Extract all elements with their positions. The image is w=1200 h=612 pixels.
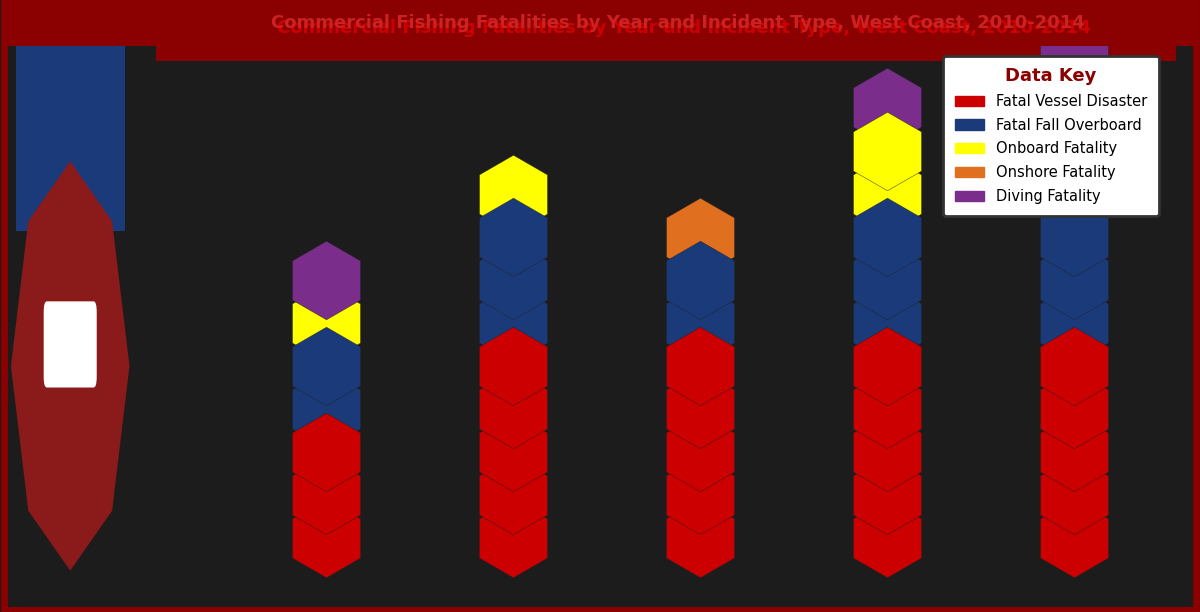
Point — [690, 275, 709, 285]
Point — [504, 404, 523, 414]
FancyBboxPatch shape — [16, 43, 125, 231]
Point — [690, 361, 709, 371]
Point — [1064, 275, 1084, 285]
Point — [317, 318, 336, 328]
Point — [690, 232, 709, 242]
Point — [877, 404, 896, 414]
Point — [1064, 490, 1084, 500]
Point — [1064, 103, 1084, 113]
Point — [877, 318, 896, 328]
Point — [877, 188, 896, 198]
Text: Commercial Fishing Fatalities by Year and Incident Type, West Coast, 2010-2014: Commercial Fishing Fatalities by Year an… — [277, 18, 1091, 37]
Point — [877, 490, 896, 500]
Point — [1064, 447, 1084, 457]
Point — [317, 490, 336, 500]
Point — [1064, 146, 1084, 155]
Point — [877, 361, 896, 371]
Point — [504, 275, 523, 285]
Point — [1064, 59, 1084, 69]
Point — [877, 103, 896, 113]
Text: Commercial Fishing Fatalities by Year and Incident Type, West Coast, 2010-2014: Commercial Fishing Fatalities by Year an… — [277, 24, 1091, 42]
Point — [1064, 404, 1084, 414]
Point — [877, 275, 896, 285]
Point — [317, 275, 336, 285]
Text: Commercial Fishing Fatalities by Year and Incident Type, West Coast, 2010-2014: Commercial Fishing Fatalities by Year an… — [271, 14, 1085, 32]
Legend: Fatal Vessel Disaster, Fatal Fall Overboard, Onboard Fatality, Onshore Fatality,: Fatal Vessel Disaster, Fatal Fall Overbo… — [943, 56, 1158, 215]
Point — [504, 318, 523, 328]
Point — [1064, 361, 1084, 371]
Point — [504, 490, 523, 500]
Point — [317, 447, 336, 457]
Point — [877, 146, 896, 155]
Point — [690, 404, 709, 414]
Point — [1064, 534, 1084, 543]
Point — [690, 318, 709, 328]
Point — [317, 361, 336, 371]
Point — [504, 534, 523, 543]
Point — [690, 490, 709, 500]
Point — [877, 232, 896, 242]
Point — [1064, 318, 1084, 328]
FancyBboxPatch shape — [43, 301, 97, 387]
Point — [317, 404, 336, 414]
Point — [1064, 188, 1084, 198]
Point — [690, 534, 709, 543]
Point — [1064, 232, 1084, 242]
Point — [877, 447, 896, 457]
Point — [877, 534, 896, 543]
Point — [504, 232, 523, 242]
Point — [504, 361, 523, 371]
Point — [690, 447, 709, 457]
Point — [504, 447, 523, 457]
Point — [504, 188, 523, 198]
Point — [317, 534, 336, 543]
